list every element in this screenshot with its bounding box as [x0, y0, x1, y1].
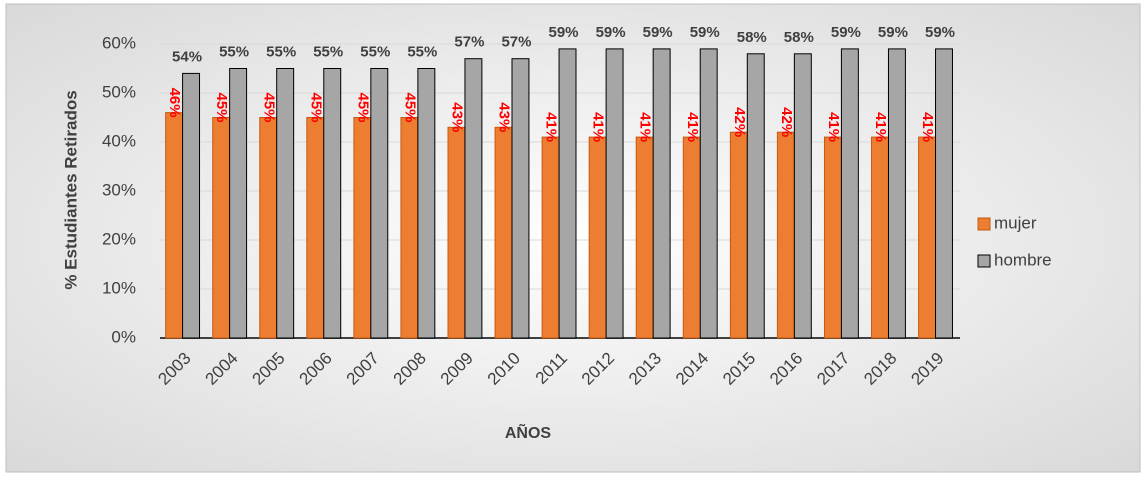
data-label: 55%	[407, 43, 437, 60]
bar	[558, 48, 577, 339]
data-label: 41%	[919, 112, 936, 142]
data-label: 59%	[690, 24, 720, 41]
bar	[729, 131, 748, 339]
data-label: 43%	[496, 102, 513, 132]
bar	[840, 48, 859, 339]
bar	[918, 136, 937, 339]
y-tick-label: 30%	[102, 180, 136, 199]
data-label: 45%	[260, 92, 277, 122]
legend-swatch	[977, 254, 991, 268]
data-label: 58%	[737, 29, 767, 46]
data-label: 54%	[172, 48, 202, 65]
bar	[400, 117, 419, 339]
bar	[793, 53, 812, 339]
bar	[417, 68, 436, 339]
data-label: 43%	[449, 102, 466, 132]
bar	[259, 117, 278, 339]
y-tick-label: 60%	[102, 33, 136, 52]
bar	[511, 58, 530, 339]
data-label: 45%	[354, 92, 371, 122]
data-label: 41%	[543, 112, 560, 142]
x-axis-title: AÑOS	[505, 422, 552, 442]
bar	[229, 68, 248, 339]
bar	[494, 126, 513, 339]
bar	[182, 72, 201, 339]
bar	[447, 126, 466, 339]
bar	[699, 48, 718, 339]
data-label: 55%	[219, 43, 249, 60]
bar	[887, 48, 906, 339]
bar	[353, 117, 372, 339]
bar	[746, 53, 765, 339]
y-tick-label: 40%	[102, 131, 136, 150]
bar	[871, 136, 889, 339]
data-label: 45%	[213, 92, 230, 122]
bar	[935, 48, 953, 339]
y-tick-label: 0%	[111, 327, 136, 346]
bar	[605, 48, 624, 339]
data-label: 57%	[454, 34, 484, 51]
data-label: 55%	[360, 43, 390, 60]
data-label: 59%	[596, 24, 626, 41]
bar	[464, 58, 483, 339]
data-label: 41%	[825, 112, 842, 142]
bar	[165, 112, 184, 339]
bar	[370, 68, 389, 339]
data-label: 46%	[166, 88, 183, 118]
legend-label: mujer	[994, 213, 1037, 232]
data-label: 55%	[313, 43, 343, 60]
bar	[276, 68, 295, 339]
data-label: 59%	[643, 24, 673, 41]
data-label: 45%	[401, 92, 418, 122]
data-label: 59%	[831, 24, 861, 41]
data-label: 59%	[878, 24, 908, 41]
bar	[306, 117, 325, 339]
data-label: 55%	[266, 43, 296, 60]
y-tick-label: 10%	[102, 278, 136, 297]
data-label: 41%	[637, 112, 654, 142]
data-label: 41%	[872, 112, 889, 142]
data-label: 59%	[925, 24, 955, 41]
y-tick-label: 50%	[102, 82, 136, 101]
bar	[323, 68, 342, 339]
bar	[541, 136, 560, 339]
bar	[776, 131, 795, 339]
data-label: 42%	[778, 107, 795, 137]
bar	[682, 136, 701, 339]
data-label: 42%	[731, 107, 748, 137]
y-axis-title: % Estudiantes Retirados	[61, 90, 80, 289]
y-tick-label: 20%	[102, 229, 136, 248]
data-label: 41%	[590, 112, 607, 142]
data-label: 57%	[501, 34, 531, 51]
legend-swatch	[977, 217, 991, 231]
bar	[635, 136, 654, 339]
bar	[652, 48, 671, 339]
bar	[588, 136, 607, 339]
data-label: 45%	[307, 92, 324, 122]
bar	[212, 117, 231, 339]
data-label: 59%	[549, 24, 579, 41]
legend-label: hombre	[994, 250, 1052, 269]
data-label: 58%	[784, 29, 814, 46]
bar	[823, 136, 842, 339]
data-label: 41%	[684, 112, 701, 142]
